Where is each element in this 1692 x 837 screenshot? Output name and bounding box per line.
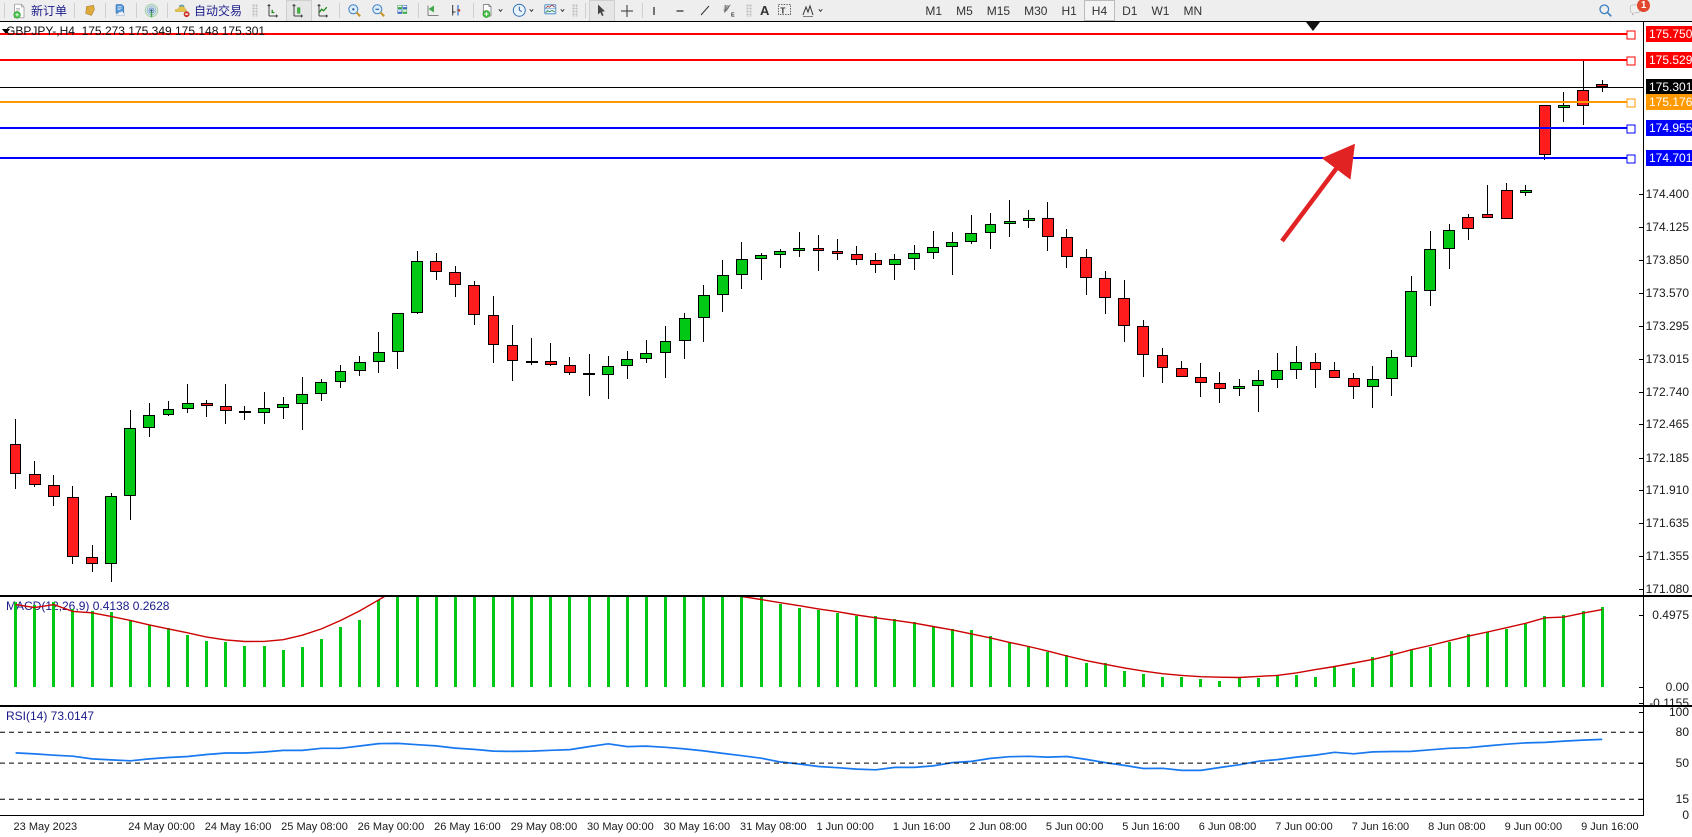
svg-text:T: T [781, 5, 787, 15]
svg-text:E: E [731, 12, 735, 18]
